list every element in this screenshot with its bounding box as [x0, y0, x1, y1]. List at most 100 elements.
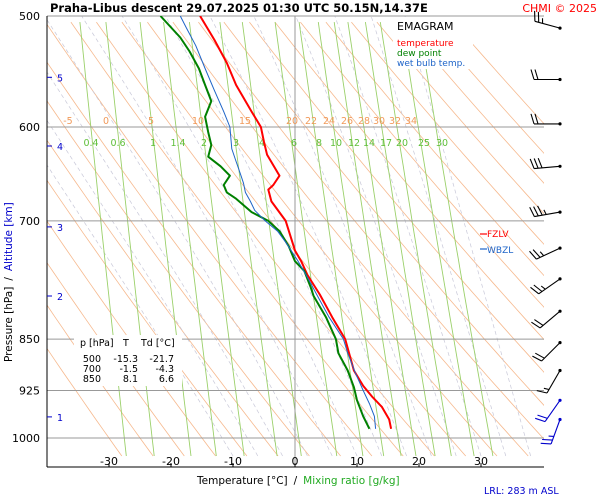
- legend-temperature: temperature: [397, 39, 454, 49]
- wind-barbs: [529, 10, 562, 445]
- mixing-ratio-label: 0.4: [83, 138, 98, 149]
- dry-adiabat: [47, 220, 216, 457]
- mixing-ratio-label: 2: [201, 138, 207, 149]
- dry-adiabat: [351, 21, 544, 245]
- altitude-tick-1: 1: [57, 413, 63, 424]
- pressure-tick-850: 850: [19, 333, 40, 346]
- moist-adiabat: [121, 16, 358, 457]
- temp-tick--20: -20: [162, 455, 180, 468]
- moist-adiabat: [209, 16, 407, 457]
- pressure-tick-700: 700: [19, 215, 40, 228]
- wind-barb-staff: [538, 278, 561, 295]
- mixing-ratio-line: [79, 22, 127, 457]
- y-axis-title-altitude: Altitude [km]: [3, 202, 15, 271]
- dry-adiabat: [47, 262, 185, 457]
- series-dew-point: [159, 16, 371, 430]
- moist-adiabat: [47, 19, 308, 457]
- wind-barb: [530, 277, 562, 295]
- mixing-ratio-label: 0.6: [110, 138, 125, 149]
- wind-barb-staff: [546, 370, 561, 394]
- mixing-ratio-label: 1.4: [170, 138, 185, 149]
- table-header-td: Td [°C]: [140, 338, 175, 349]
- dry-adiabat: [147, 21, 498, 457]
- series-temperature: [199, 16, 393, 430]
- mixing-ratio-line: [347, 22, 417, 457]
- mixing-ratio-line: [400, 22, 475, 457]
- mixing-ratio-line: [188, 22, 245, 457]
- pressure-tick-1000: 1000: [12, 432, 40, 445]
- moist-adiabat: [404, 16, 531, 457]
- dry-adiabat-label: 28: [358, 116, 370, 127]
- dry-adiabat-label: 24: [323, 116, 335, 127]
- wind-barb-feather: [532, 249, 541, 258]
- dry-adiabat: [376, 21, 544, 215]
- moist-adiabat: [47, 71, 283, 457]
- wind-barb-feather: [537, 157, 543, 169]
- mixing-ratio-line: [417, 22, 494, 457]
- wind-barb-feather: [533, 206, 539, 217]
- mixing-ratio-label: 8: [316, 138, 322, 149]
- wind-barb-feather: [542, 438, 553, 441]
- altitude-tick-3: 3: [57, 223, 63, 234]
- svg-text:Pressure [hPa]/Altitude [km]: Pressure [hPa] / Altitude [km]: [3, 202, 15, 362]
- x-axis-title-temp: Temperature [°C]: [196, 475, 288, 487]
- mixing-ratio-line: [364, 22, 436, 457]
- mixing-ratio-label: 12: [348, 138, 360, 149]
- wind-barb-feather: [530, 286, 540, 295]
- moist-adiabat: [47, 119, 259, 457]
- x-axis-title-mixing: Mixing ratio [g/kg]: [303, 475, 399, 487]
- table-row-2-p: 700: [83, 364, 101, 375]
- wind-barb: [530, 113, 562, 126]
- dry-adiabat: [223, 21, 544, 406]
- wind-barb-feather: [532, 355, 542, 362]
- wind-barb-feather: [530, 113, 535, 125]
- series-lines: [159, 16, 393, 430]
- mixing-ratio-labels: 0.4 0.6 1 1.4 2 3 4 6 8 10 12 14 17 20 25 30: [83, 138, 448, 149]
- moist-adiabat: [81, 16, 333, 457]
- wind-barb-staff: [539, 310, 561, 329]
- wind-barb-feather: [529, 207, 535, 217]
- dry-adiabat-label: 22: [305, 116, 317, 127]
- temp-tick--10: -10: [224, 455, 242, 468]
- dry-adiabat-label: 15: [239, 116, 251, 127]
- dry-adiabat: [325, 21, 544, 277]
- altitude-tick-2: 2: [57, 292, 63, 303]
- wind-barb-feather: [529, 158, 535, 169]
- legend-box: [393, 17, 473, 69]
- wind-barb: [536, 368, 562, 394]
- mixing-ratio-label: 30: [436, 138, 448, 149]
- wind-barb-feather: [534, 69, 539, 80]
- dry-adiabat-label: 30: [373, 116, 385, 127]
- moist-adiabat: [295, 16, 457, 457]
- pressure-tick-600: 600: [19, 121, 40, 134]
- legend-title: EMAGRAM: [397, 20, 454, 33]
- dry-adiabat-label: 0: [103, 116, 109, 127]
- dry-adiabat: [198, 21, 544, 440]
- mixing-ratio-label: 6: [291, 138, 297, 149]
- wind-barb: [529, 157, 562, 170]
- altitude-tick-5: 5: [57, 73, 63, 84]
- y-axis-title: Pressure [hPa] / Altitude [km]: [3, 202, 15, 362]
- dry-adiabat: [427, 21, 544, 154]
- dry-adiabat: [300, 21, 544, 308]
- copyright: CHMI © 2025: [522, 2, 597, 15]
- dry-adiabat: [47, 304, 154, 457]
- legend-wet-bulb: wet bulb temp.: [397, 59, 465, 69]
- dry-adiabat: [47, 179, 248, 457]
- dry-adiabat: [96, 21, 435, 457]
- mixing-ratio-label: 1: [150, 138, 156, 149]
- dry-adiabat-label: 10: [192, 116, 204, 127]
- moist-adiabat: [47, 164, 234, 457]
- wind-barb: [531, 309, 562, 329]
- y-axis-title-sep: /: [3, 277, 15, 281]
- wind-barb: [534, 10, 562, 30]
- moist-adiabat: [370, 16, 507, 457]
- altitude-tick-4: 4: [57, 142, 63, 153]
- mixing-ratio-label: 4: [259, 138, 265, 149]
- wind-barb-feather: [530, 69, 535, 80]
- lrl-label: LRL: 283 m ASL: [484, 486, 559, 497]
- table-row-3-td: 6.6: [159, 374, 174, 385]
- dry-adiabat-label: 20: [286, 116, 298, 127]
